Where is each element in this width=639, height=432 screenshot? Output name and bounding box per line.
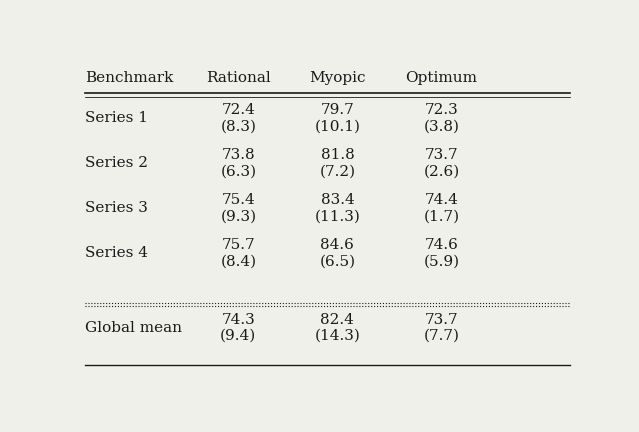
Text: 73.7
(7.7): 73.7 (7.7): [424, 313, 459, 343]
Text: 74.3
(9.4): 74.3 (9.4): [220, 313, 256, 343]
Text: 75.4
(9.3): 75.4 (9.3): [220, 193, 256, 223]
Text: 72.4
(8.3): 72.4 (8.3): [220, 103, 256, 133]
Text: 83.4
(11.3): 83.4 (11.3): [314, 193, 360, 223]
Text: Rational: Rational: [206, 71, 271, 86]
Text: 73.8
(6.3): 73.8 (6.3): [220, 148, 256, 178]
Text: 84.6
(6.5): 84.6 (6.5): [320, 238, 355, 268]
Text: Series 4: Series 4: [85, 246, 148, 260]
Text: 74.6
(5.9): 74.6 (5.9): [423, 238, 459, 268]
Text: 81.8
(7.2): 81.8 (7.2): [320, 148, 355, 178]
Text: 79.7
(10.1): 79.7 (10.1): [314, 103, 360, 133]
Text: Series 2: Series 2: [85, 156, 148, 170]
Text: Myopic: Myopic: [309, 71, 366, 86]
Text: Global mean: Global mean: [85, 321, 182, 335]
Text: 82.4
(14.3): 82.4 (14.3): [314, 313, 360, 343]
Text: 73.7
(2.6): 73.7 (2.6): [423, 148, 459, 178]
Text: 72.3
(3.8): 72.3 (3.8): [424, 103, 459, 133]
Text: 75.7
(8.4): 75.7 (8.4): [220, 238, 256, 268]
Text: Optimum: Optimum: [405, 71, 477, 86]
Text: Series 1: Series 1: [85, 111, 148, 125]
Text: Series 3: Series 3: [85, 201, 148, 215]
Text: Benchmark: Benchmark: [85, 71, 173, 86]
Text: 74.4
(1.7): 74.4 (1.7): [423, 193, 459, 223]
